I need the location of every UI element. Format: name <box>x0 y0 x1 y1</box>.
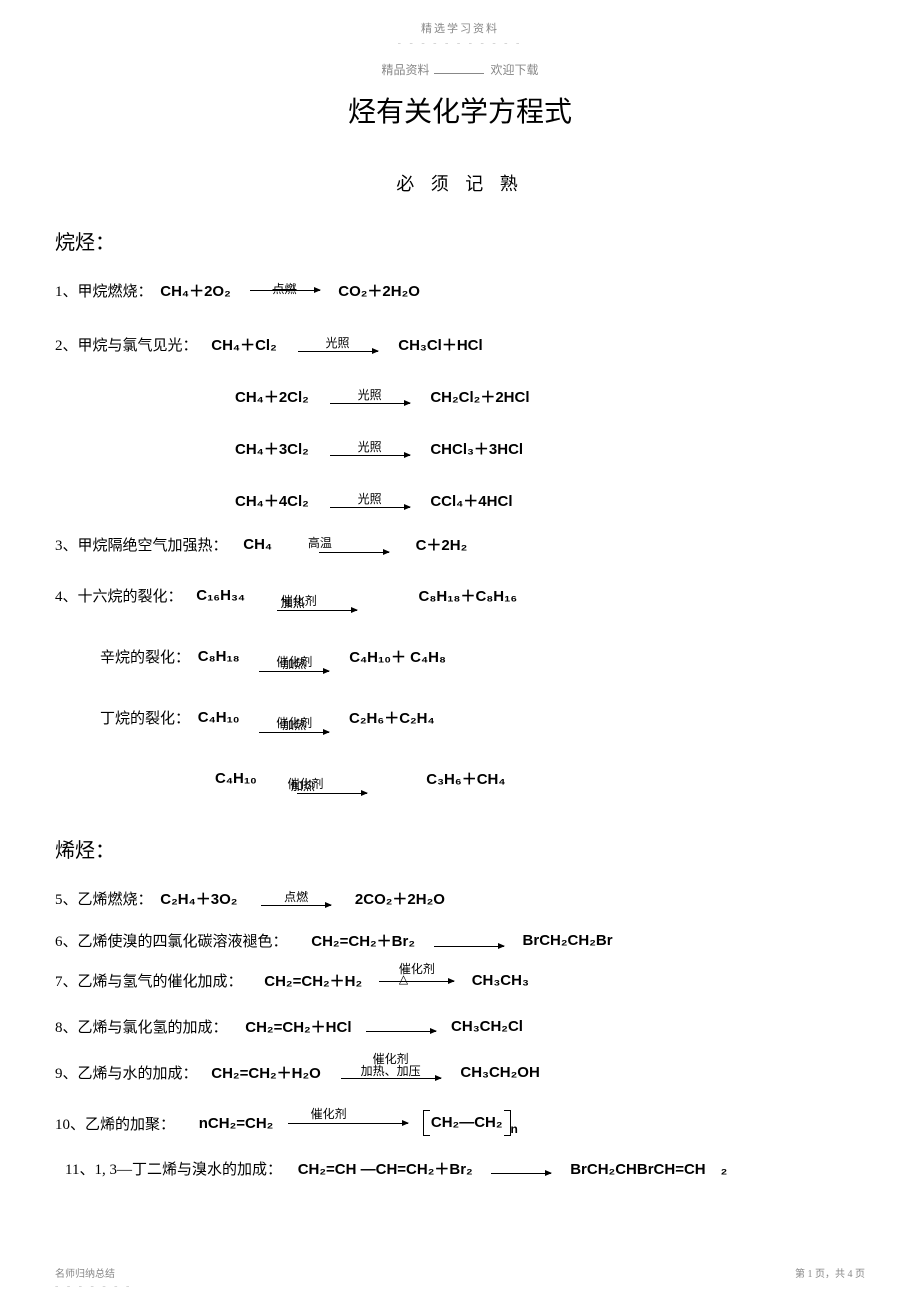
footer-left: 名师归纳总结 <box>55 1265 115 1280</box>
sub-header-right: 欢迎下载 <box>491 63 539 77</box>
eq4c-prefix: 丁烷的裂化： <box>100 707 190 728</box>
equation-9: 9、乙烯与水的加成： CH₂=CH₂＋H₂O 催化剂 加热、加压 CH₃CH₂O… <box>55 1062 865 1086</box>
eq4-products: C₈H₁₈＋C₈H₁₆ <box>419 585 518 606</box>
equation-1: 1、甲烷燃烧： CH₄＋2O₂ 点燃 CO₂＋2H₂O <box>55 280 865 304</box>
eq3-reactants: CH₄ <box>243 536 272 553</box>
eq4d-reactants: C₄H₁₀ <box>215 770 257 787</box>
section-alkene: 烯烃： <box>55 834 865 863</box>
sub-header-left: 精品资料 <box>381 63 429 77</box>
eq11-reactants: CH₂=CH —CH=CH₂＋Br₂ <box>298 1158 473 1179</box>
eq4b-cond-bot: 加热 <box>282 655 306 672</box>
eq4d-products: C₃H₆＋CH₄ <box>426 768 505 789</box>
footer-right: 第 1 页，共 4 页 <box>795 1265 865 1280</box>
equation-11: 11、1, 3—丁二烯与溴水的加成： CH₂=CH —CH=CH₂＋Br₂ Br… <box>65 1158 865 1182</box>
eq11-prefix: 11、1, 3—丁二烯与溴水的加成： <box>65 1158 282 1179</box>
eq1-condition: 点燃 <box>273 280 297 297</box>
eq4c-products: C₂H₆＋C₂H₄ <box>349 707 435 728</box>
eq4c-reactants: C₄H₁₀ <box>198 709 240 726</box>
eq6-reactants: CH₂=CH₂＋Br₂ <box>311 930 415 951</box>
eq1-products: CO₂＋2H₂O <box>338 280 420 301</box>
eq1-reactants: CH₄＋2O₂ <box>160 280 231 301</box>
page-title: 烃有关化学方程式 <box>0 90 920 130</box>
eq10-prefix: 10、乙烯的加聚： <box>55 1113 175 1134</box>
eq4-prefix: 4、十六烷的裂化： <box>55 585 183 606</box>
eq3-condition: 高温 <box>308 534 332 551</box>
eq9-products: CH₃CH₂OH <box>460 1064 539 1081</box>
equation-4b: 辛烷的裂化： C₈H₁₈ 催化剂 加热 C₄H₁₀＋ C₄H₈ <box>55 641 865 672</box>
eq10-product-n: n <box>511 1122 518 1136</box>
eq3-products: C＋2H₂ <box>416 534 468 555</box>
eq9-cond-bot: 加热、加压 <box>361 1062 421 1079</box>
eq6-products: BrCH₂CH₂Br <box>523 932 613 949</box>
eq9-reactants: CH₂=CH₂＋H₂O <box>211 1062 321 1083</box>
top-header: 精选学习资料 <box>0 0 920 36</box>
equation-2a: 2、甲烷与氯气见光： CH₄＋Cl₂ 光照 CH₃Cl＋HCl <box>55 334 865 358</box>
eq4b-reactants: C₈H₁₈ <box>198 648 240 665</box>
eq10-product-inner: CH₂—CH₂ <box>431 1114 503 1131</box>
eq2b-products: CH₂Cl₂＋2HCl <box>430 386 529 407</box>
eq5-prefix: 5、乙烯燃烧： <box>55 888 153 909</box>
eq1-prefix: 1、甲烷燃烧： <box>55 280 153 301</box>
eq9-prefix: 9、乙烯与水的加成： <box>55 1062 198 1083</box>
eq7-reactants: CH₂=CH₂＋H₂ <box>264 970 362 991</box>
eq8-products: CH₃CH₂Cl <box>451 1018 523 1035</box>
eq7-prefix: 7、乙烯与氢气的催化加成： <box>55 970 243 991</box>
eq2-prefix: 2、甲烷与氯气见光： <box>55 334 198 355</box>
equation-4c: 丁烷的裂化： C₄H₁₀ 催化剂 加热 C₂H₆＋C₂H₄ <box>55 702 865 733</box>
eq8-reactants: CH₂=CH₂＋HCl <box>245 1016 351 1037</box>
equation-5: 5、乙烯燃烧： C₂H₄＋3O₂ 点燃 2CO₂＋2H₂O <box>55 888 865 912</box>
page-subtitle: 必 须 记 熟 <box>0 170 920 196</box>
eq2c-reactants: CH₄＋3Cl₂ <box>235 438 309 459</box>
equation-4d: C₄H₁₀ 催化剂 加热 C₃H₆＋CH₄ <box>55 763 865 794</box>
eq8-prefix: 8、乙烯与氯化氢的加成： <box>55 1016 228 1037</box>
eq5-condition: 点燃 <box>284 888 308 905</box>
eq4c-cond-bot: 加热 <box>282 716 306 733</box>
eq5-reactants: C₂H₄＋3O₂ <box>160 888 237 909</box>
eq2d-reactants: CH₄＋4Cl₂ <box>235 490 309 511</box>
eq2a-reactants: CH₄＋Cl₂ <box>211 334 276 355</box>
eq7-cond-bot: △ <box>399 972 408 987</box>
equation-6: 6、乙烯使溴的四氯化碳溶液褪色： CH₂=CH₂＋Br₂ BrCH₂CH₂Br <box>55 930 865 954</box>
eq4b-prefix: 辛烷的裂化： <box>100 646 190 667</box>
eq11-products: BrCH₂CHBrCH=CH ₂ <box>570 1158 727 1179</box>
eq2d-condition: 光照 <box>358 490 382 507</box>
eq4b-products: C₄H₁₀＋ C₄H₈ <box>349 646 446 667</box>
eq6-prefix: 6、乙烯使溴的四氯化碳溶液褪色： <box>55 930 288 951</box>
eq7-products: CH₃CH₃ <box>472 972 529 989</box>
eq10-polymer-bracket: CH₂—CH₂ <box>423 1110 511 1136</box>
dashed-decoration: - - - - - - - - - - - <box>0 38 920 49</box>
eq2a-condition: 光照 <box>325 334 349 351</box>
eq3-prefix: 3、甲烷隔绝空气加强热： <box>55 534 228 555</box>
eq2c-condition: 光照 <box>358 438 382 455</box>
eq2b-condition: 光照 <box>358 386 382 403</box>
section-alkane: 烷烃： <box>55 226 865 255</box>
content-area: 烷烃： 1、甲烷燃烧： CH₄＋2O₂ 点燃 CO₂＋2H₂O 2、甲烷与氯气见… <box>0 226 920 1182</box>
eq2a-products: CH₃Cl＋HCl <box>398 334 482 355</box>
eq2d-products: CCl₄＋4HCl <box>430 490 512 511</box>
eq10-cond-top: 催化剂 <box>311 1105 347 1122</box>
equation-10: 10、乙烯的加聚： nCH₂=CH₂ 催化剂 CH₂—CH₂ n <box>55 1110 865 1136</box>
equation-2c: CH₄＋3Cl₂ 光照 CHCl₃＋3HCl <box>55 438 865 462</box>
equation-2d: CH₄＋4Cl₂ 光照 CCl₄＋4HCl <box>55 490 865 514</box>
eq2c-products: CHCl₃＋3HCl <box>430 438 523 459</box>
equation-2b: CH₄＋2Cl₂ 光照 CH₂Cl₂＋2HCl <box>55 386 865 410</box>
eq4-cond-bot: 加热 <box>281 594 305 611</box>
dashed-bottom: - - - - - - - <box>55 1281 132 1292</box>
sub-header: 精品资料 欢迎下载 <box>0 61 920 78</box>
eq10-reactants: nCH₂=CH₂ <box>199 1115 274 1132</box>
equation-8: 8、乙烯与氯化氢的加成： CH₂=CH₂＋HCl CH₃CH₂Cl <box>55 1016 865 1040</box>
equation-3: 3、甲烷隔绝空气加强热： CH₄ 高温 C＋2H₂ <box>55 534 865 558</box>
eq2b-reactants: CH₄＋2Cl₂ <box>235 386 309 407</box>
equation-4: 4、十六烷的裂化： C₁₆H₃₄ 催化剂 加热 C₈H₁₈＋C₈H₁₆ <box>55 580 865 611</box>
eq5-products: 2CO₂＋2H₂O <box>355 888 445 909</box>
eq4-reactants: C₁₆H₃₄ <box>196 587 245 604</box>
eq4d-cond-bot: 加热 <box>291 777 315 794</box>
equation-7: 7、乙烯与氢气的催化加成： CH₂=CH₂＋H₂ 催化剂 △ CH₃CH₃ <box>55 970 865 994</box>
